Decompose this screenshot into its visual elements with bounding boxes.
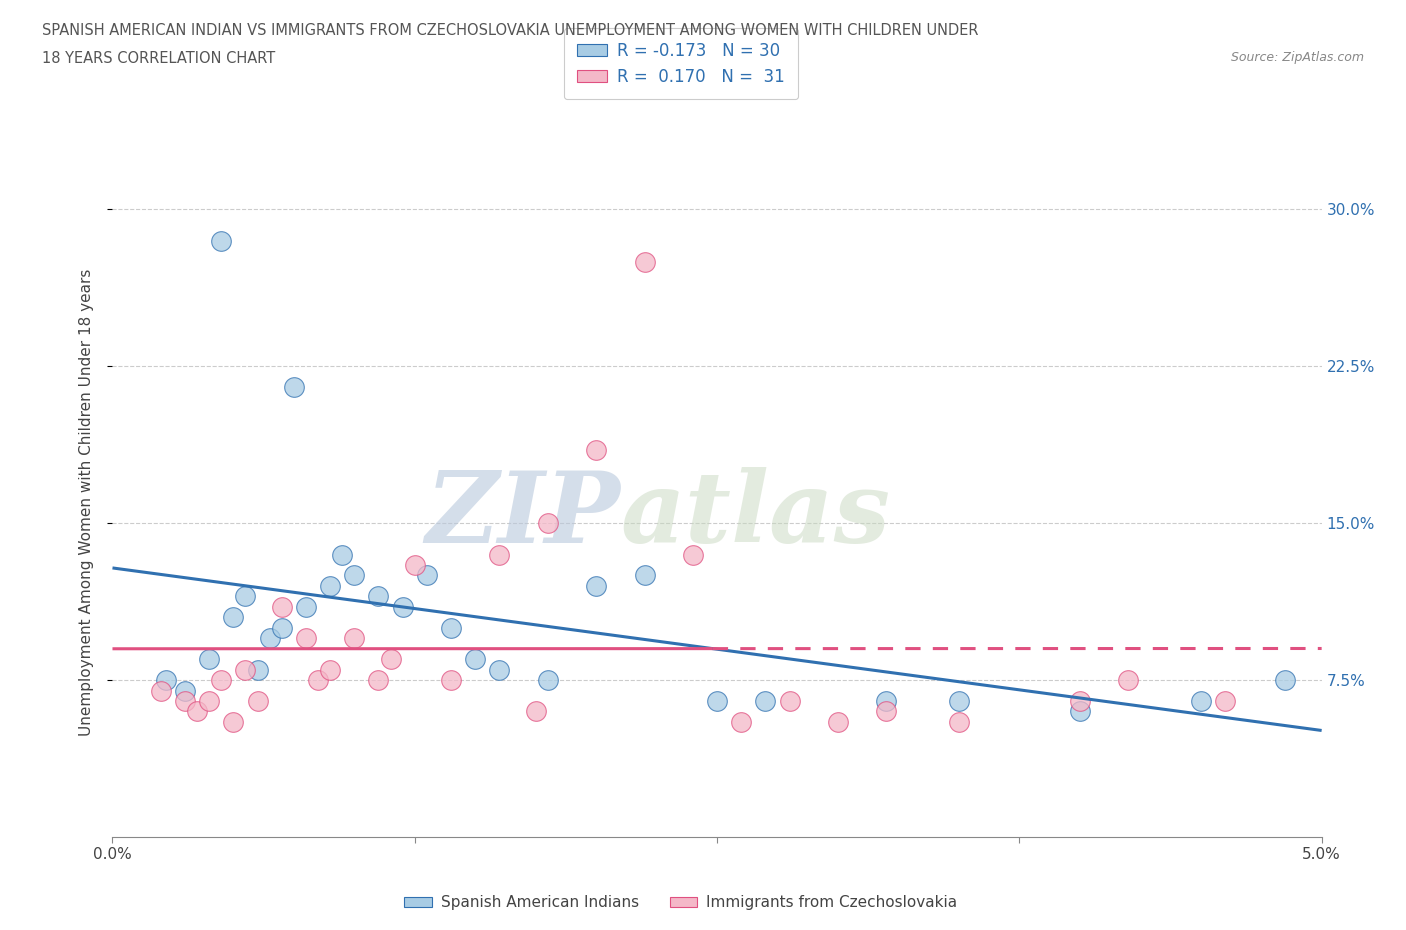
Point [416,568,439,583]
Point [235,589,257,604]
Point [633,568,655,583]
Point [1116,672,1139,687]
Text: Source: ZipAtlas.com: Source: ZipAtlas.com [1230,51,1364,64]
Point [343,568,366,583]
Point [270,620,292,635]
Point [270,600,292,615]
Point [343,631,366,645]
Point [1069,704,1091,719]
Point [295,631,318,645]
Point [537,672,560,687]
Point [585,443,607,458]
Point [222,610,245,625]
Point [1069,694,1091,709]
Point [948,694,970,709]
Point [198,694,221,709]
Point [706,694,728,709]
Point [330,547,353,562]
Point [391,600,413,615]
Point [948,714,970,729]
Point [1189,694,1212,709]
Point [149,684,172,698]
Point [380,652,402,667]
Point [440,620,463,635]
Point [754,694,776,709]
Point [209,672,232,687]
Point [464,652,486,667]
Point [488,662,510,677]
Point [1213,694,1236,709]
Point [283,379,305,394]
Point [440,672,463,687]
Point [633,254,655,269]
Point [174,684,197,698]
Point [222,714,245,729]
Y-axis label: Unemployment Among Women with Children Under 18 years: Unemployment Among Women with Children U… [79,269,94,736]
Legend: Spanish American Indians, Immigrants from Czechoslovakia: Spanish American Indians, Immigrants fro… [398,889,963,916]
Point [875,704,897,719]
Point [1274,672,1296,687]
Point [307,672,329,687]
Point [367,672,389,687]
Point [295,600,318,615]
Point [779,694,801,709]
Point [682,547,704,562]
Point [875,694,897,709]
Point [488,547,510,562]
Text: SPANISH AMERICAN INDIAN VS IMMIGRANTS FROM CZECHOSLOVAKIA UNEMPLOYMENT AMONG WOM: SPANISH AMERICAN INDIAN VS IMMIGRANTS FR… [42,23,979,38]
Point [585,578,607,593]
Point [174,694,197,709]
Point [235,662,257,677]
Point [524,704,547,719]
Point [155,672,177,687]
Point [319,578,342,593]
Point [537,516,560,531]
Point [319,662,342,677]
Point [209,233,232,248]
Point [827,714,849,729]
Text: 18 YEARS CORRELATION CHART: 18 YEARS CORRELATION CHART [42,51,276,66]
Point [367,589,389,604]
Point [404,558,426,573]
Point [186,704,208,719]
Point [246,662,269,677]
Text: ZIP: ZIP [426,468,620,564]
Text: atlas: atlas [620,468,890,564]
Point [198,652,221,667]
Point [259,631,281,645]
Point [730,714,752,729]
Point [246,694,269,709]
